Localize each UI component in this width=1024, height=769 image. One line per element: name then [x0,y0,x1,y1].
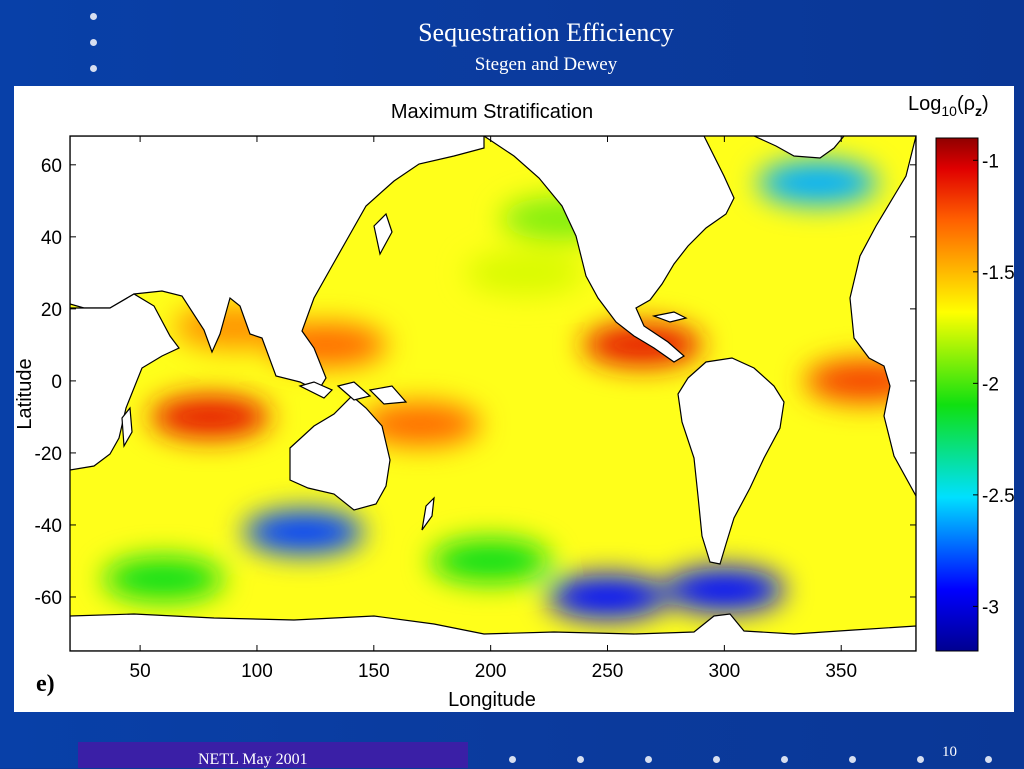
land-indonesia [298,381,408,405]
colorbar-label-paren-open: (ρ [957,93,975,115]
y-tick-label: -60 [35,588,62,609]
land-madagascar [121,406,133,449]
field-region [150,394,271,439]
colorbar-tick-label: -2.5 [982,486,1014,507]
y-tick-label: -20 [35,444,62,465]
stratification-map-chart: Maximum Stratification [14,93,1015,711]
land-north-america [482,136,735,363]
colorbar-ticks: -1 -1.5 -2 -2.5 -3 [973,151,1015,618]
figure-panel: Maximum Stratification [14,86,1015,712]
colorbar-tick-label: -1 [982,151,999,172]
colorbar-label-paren-close: ) [982,93,989,115]
page-number: 10 [942,744,957,760]
x-axis-ticks: 50 100 150 200 250 300 350 [130,136,857,682]
y-tick-label: -40 [35,516,62,537]
land-australia [289,395,391,511]
x-tick-label: 350 [825,661,857,682]
field-region [465,250,586,295]
bullet-dot [713,756,720,763]
colorbar-label: Log10(ρz) [908,93,989,119]
bullet-dot [90,13,97,20]
colorbar-label-base: Log [908,93,941,115]
land-south-america [677,357,785,565]
footer-bar [78,742,468,768]
bullet-dot [509,756,516,763]
bullet-dot [849,756,856,763]
colorbar-label-var-subscript: z [975,103,982,119]
field-region [360,402,481,447]
field-region [103,556,224,601]
land-japan [373,212,393,256]
bullet-dot [90,65,97,72]
bullet-dot [917,756,924,763]
colorbar-label-subscript: 10 [941,103,957,119]
colorbar-tick-label: -2 [982,374,999,395]
land-masks [70,136,916,651]
field-region [757,160,878,205]
colorbar-gradient [935,137,979,652]
colorbar-tick-label: -1.5 [982,263,1014,284]
bullet-dot [985,756,992,763]
y-axis-label: Latitude [14,358,36,429]
footer-text: NETL May 2001 [198,751,308,768]
slide-title: Sequestration Efficiency [418,18,674,47]
field-region [243,510,364,555]
y-tick-label: 0 [51,372,62,393]
chart-title: Maximum Stratification [391,101,593,123]
x-tick-label: 200 [475,661,507,682]
x-tick-label: 50 [130,661,151,682]
x-tick-label: 100 [241,661,273,682]
panel-label: e) [36,671,55,697]
x-tick-label: 150 [358,661,390,682]
land-new-zealand [421,496,435,531]
bullet-dot [577,756,584,763]
bullet-dot [645,756,652,763]
bullet-dot [781,756,788,763]
plot-frame [69,135,917,652]
x-tick-label: 250 [592,661,624,682]
bullet-dot [90,39,97,46]
field-region [664,567,785,612]
y-tick-label: 40 [41,228,62,249]
slide-subtitle: Stegen and Dewey [474,54,618,75]
land-europe-africa-east [849,136,916,497]
land-africa [70,293,180,471]
land-eurasia [70,136,485,392]
y-tick-label: 60 [41,156,62,177]
y-tick-label: 20 [41,300,62,321]
colorbar-tick-label: -3 [982,597,999,618]
field-region [430,538,551,583]
land-greenland [753,136,845,159]
x-tick-label: 300 [709,661,741,682]
y-axis-ticks: 60 40 20 0 -20 -40 -60 [35,156,916,609]
field-region [547,574,668,619]
land-caribbean [651,311,688,323]
colorbar: Log10(ρz) -1 -1.5 -2 -2.5 -3 [908,93,1015,652]
x-axis-label: Longitude [448,689,536,711]
land-antarctica [70,613,916,651]
